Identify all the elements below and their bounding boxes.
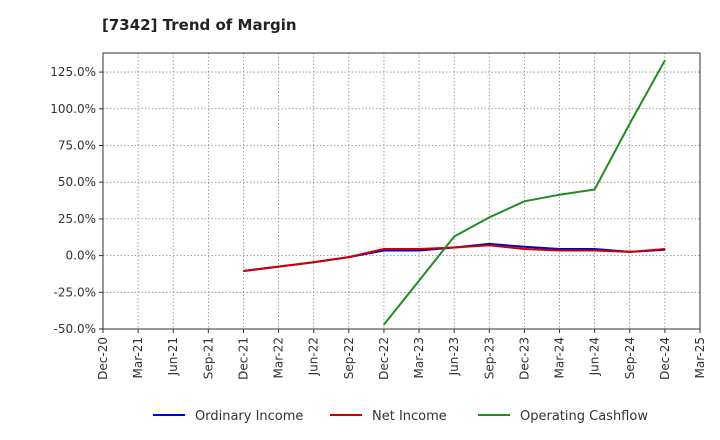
legend-label: Net Income — [372, 409, 447, 424]
data-point — [558, 194, 561, 196]
y-tick-label: 125.0% — [50, 65, 96, 79]
data-point — [242, 270, 245, 272]
x-tick-label: Dec-22 — [377, 337, 391, 380]
legend-label: Ordinary Income — [195, 409, 303, 424]
y-tick-label: 0.0% — [66, 249, 97, 263]
y-tick-label: 25.0% — [58, 212, 96, 226]
y-tick-label: 75.0% — [58, 138, 96, 152]
x-tick-label: Jun-23 — [447, 337, 461, 376]
y-tick-label: -50.0% — [54, 322, 96, 336]
x-tick-label: Mar-25 — [693, 337, 707, 378]
data-point — [664, 248, 666, 250]
x-tick-label: Mar-24 — [553, 337, 567, 378]
data-point — [313, 261, 315, 263]
data-point — [383, 248, 385, 250]
x-tick-label: Dec-20 — [96, 337, 110, 380]
x-tick-label: Mar-21 — [131, 337, 145, 378]
data-point — [488, 244, 490, 246]
x-tick-label: Dec-23 — [517, 337, 531, 380]
data-point — [418, 249, 420, 252]
data-point — [277, 266, 280, 268]
x-tick-label: Sep-23 — [482, 337, 496, 379]
data-point — [383, 323, 385, 326]
data-point — [418, 248, 420, 250]
x-tick-label: Jun-24 — [588, 337, 602, 376]
legend-label: Operating Cashflow — [520, 409, 648, 424]
y-tick-label: 100.0% — [50, 102, 96, 116]
x-tick-label: Dec-24 — [658, 337, 672, 380]
y-tick-label: 50.0% — [58, 175, 96, 189]
data-point — [383, 249, 385, 252]
data-point — [594, 248, 596, 250]
data-point — [418, 279, 420, 282]
data-point — [558, 249, 561, 252]
data-point — [453, 235, 455, 238]
data-point — [558, 248, 561, 250]
data-point — [594, 188, 596, 191]
data-point — [453, 246, 455, 249]
x-tick-label: Dec-21 — [236, 337, 250, 380]
data-point — [629, 122, 631, 125]
x-tick-label: Jun-21 — [166, 337, 180, 376]
plot-area — [102, 52, 701, 330]
data-point — [488, 216, 490, 219]
y-tick-label: -25.0% — [54, 285, 96, 299]
x-tick-label: Mar-23 — [412, 337, 426, 378]
data-point — [594, 249, 596, 252]
x-tick-label: Mar-22 — [272, 337, 286, 378]
data-point — [664, 59, 666, 61]
x-tick-label: Sep-22 — [342, 337, 356, 379]
data-point — [523, 246, 526, 248]
data-point — [488, 243, 490, 245]
data-point — [523, 200, 526, 202]
x-tick-label: Sep-24 — [623, 337, 637, 379]
data-point — [348, 256, 350, 258]
data-point — [523, 248, 526, 250]
chart-title: [7342] Trend of Margin — [102, 16, 297, 34]
x-tick-label: Jun-22 — [307, 337, 321, 376]
data-point — [629, 251, 631, 253]
x-tick-label: Sep-21 — [201, 337, 215, 379]
